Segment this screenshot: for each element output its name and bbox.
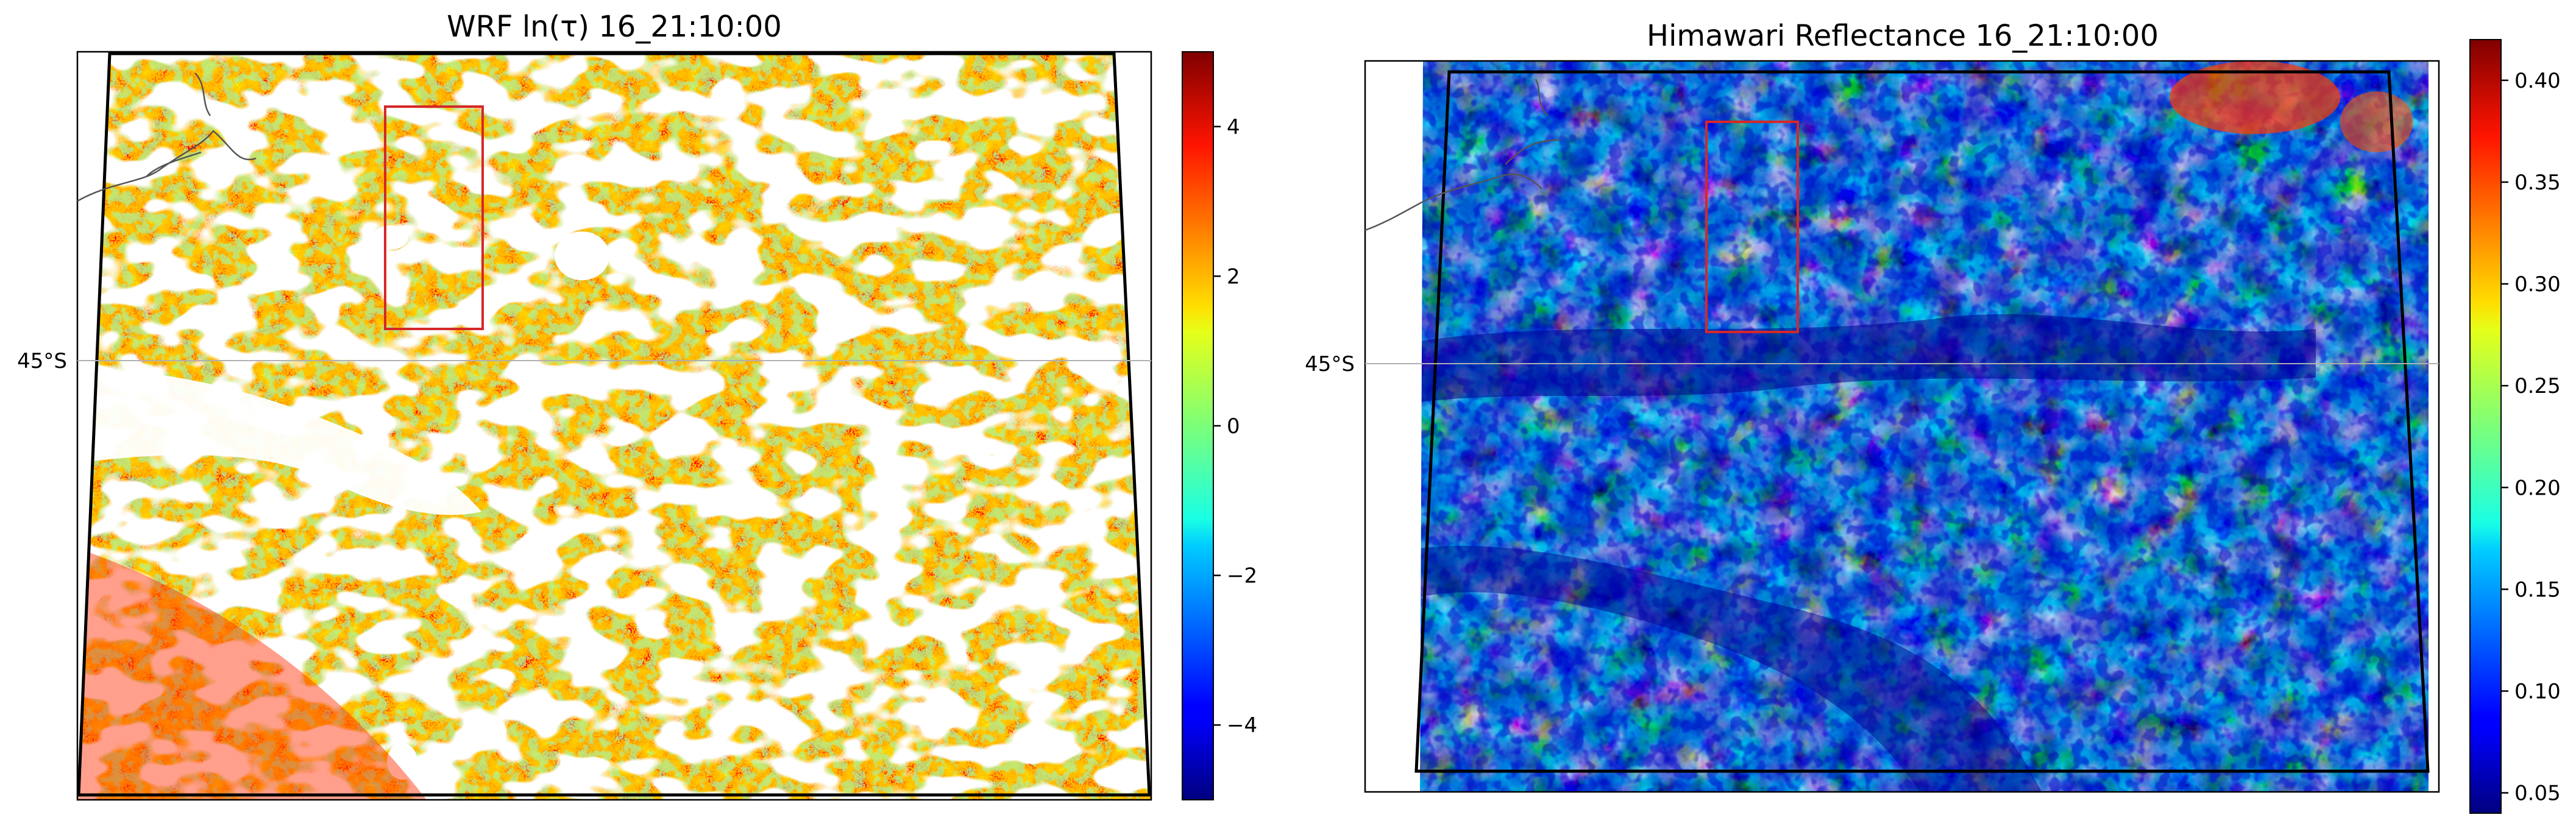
colorbar-tick-label: 0.30: [2514, 272, 2561, 297]
colorbar-tick-label: 0: [1227, 414, 1240, 439]
colorbar-gradient-wrf: [1182, 51, 1214, 800]
highlight-box-wrf: [384, 105, 484, 330]
coastline-himawari: [1364, 79, 1561, 231]
colorbar-gradient-himawari: [2469, 39, 2502, 814]
colorbar-tick-label: 2: [1227, 264, 1240, 289]
colorbar-tick-label: 0.05: [2514, 782, 2561, 806]
latitude-label-wrf: 45°S: [17, 349, 67, 373]
colorbar-tick-label: 0.25: [2514, 374, 2561, 398]
highlight-box-himawari: [1705, 121, 1799, 333]
panel-wrf: WRF ln(τ) 16_21:10:00 45°S 4 2: [17, 10, 1257, 801]
chart-title-himawari: Himawari Reflectance 16_21:10:00: [1647, 19, 2159, 53]
coastline-wrf: [77, 72, 257, 202]
colorbar-tick-label: −4: [1227, 713, 1257, 738]
colorbar-tick-label: −2: [1227, 564, 1257, 588]
heatmap-wrf: [77, 52, 1151, 800]
colorbar-wrf: 4 2 0 −2 −4: [1182, 51, 1257, 800]
latitude-label-himawari: 45°S: [1305, 352, 1355, 376]
colorbar-himawari: 0.40 0.35 0.30 0.25 0.20 0.15 0.10 0.05: [2469, 39, 2561, 814]
colorbar-tick-label: 0.10: [2514, 679, 2561, 704]
colorbar-tick-label: 0.35: [2514, 171, 2561, 195]
colorbar-tick-label: 0.40: [2514, 69, 2561, 93]
axes-frame-himawari: [1364, 60, 2440, 793]
colorbar-tick-label: 0.20: [2514, 476, 2561, 500]
colorbar-tick-label: 4: [1227, 115, 1240, 139]
chart-title-wrf: WRF ln(τ) 16_21:10:00: [447, 10, 782, 44]
panel-himawari: Himawari Reflectance 16_21:10:00 45°S 0.…: [1305, 19, 2561, 814]
axes-frame-wrf: [76, 51, 1152, 801]
domain-boundary-wrf: [77, 52, 1151, 797]
heatmap-himawari: [1365, 61, 2439, 792]
domain-boundary-himawari: [1414, 70, 2430, 773]
colorbar-tick-label: 0.15: [2514, 577, 2561, 602]
